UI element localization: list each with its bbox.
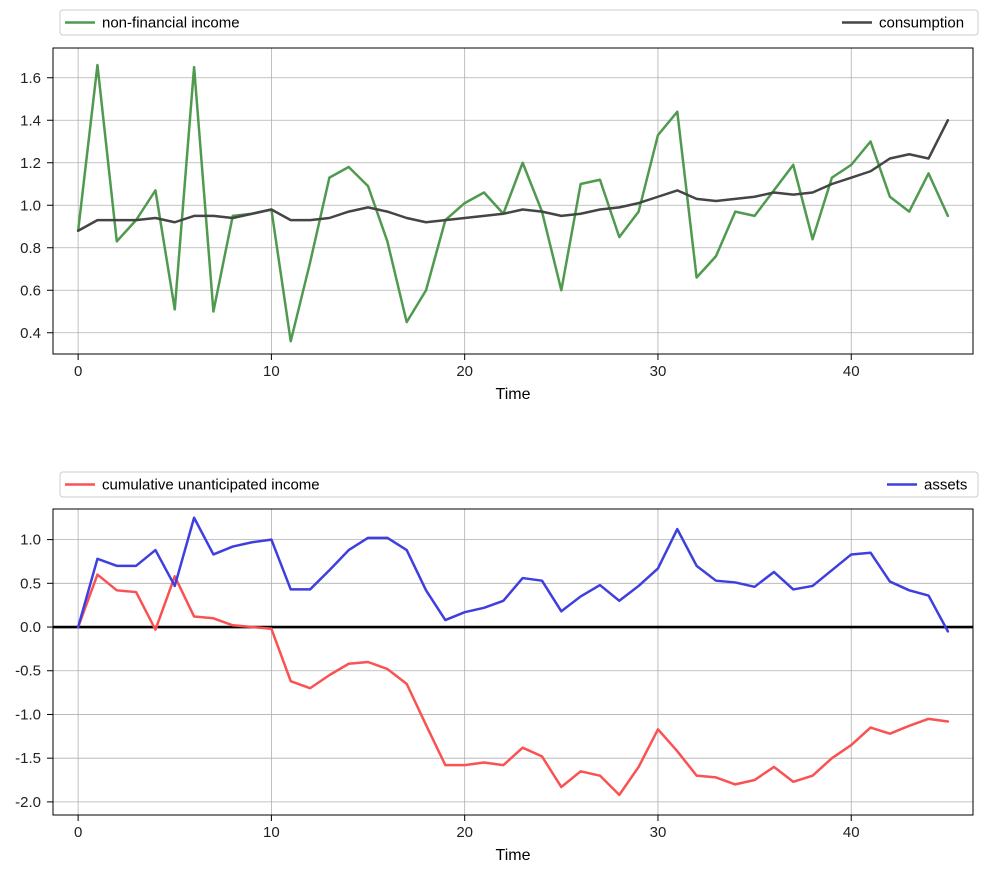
svg-text:-1.0: -1.0 [15,706,41,723]
svg-text:cumulative unanticipated incom: cumulative unanticipated income [102,477,320,494]
svg-text:10: 10 [263,363,280,380]
svg-text:30: 30 [650,363,667,380]
svg-text:20: 20 [456,824,473,841]
svg-text:0: 0 [74,363,82,380]
svg-text:20: 20 [456,363,473,380]
svg-text:-1.5: -1.5 [15,750,41,767]
svg-text:0: 0 [74,824,82,841]
svg-text:0.8: 0.8 [20,240,41,257]
svg-text:assets: assets [924,477,967,494]
svg-text:1.6: 1.6 [20,70,41,87]
svg-text:0.4: 0.4 [20,325,41,342]
svg-text:1.0: 1.0 [20,197,41,214]
svg-text:1.2: 1.2 [20,155,41,172]
svg-text:40: 40 [843,824,860,841]
svg-text:Time: Time [496,386,531,403]
svg-text:0.5: 0.5 [20,575,41,592]
svg-text:-0.5: -0.5 [15,663,41,680]
svg-text:1.0: 1.0 [20,532,41,549]
svg-text:-2.0: -2.0 [15,794,41,811]
svg-text:40: 40 [843,363,860,380]
svg-text:consumption: consumption [879,15,964,32]
svg-text:non-financial income: non-financial income [102,15,240,32]
svg-text:Time: Time [496,847,531,864]
svg-text:0.0: 0.0 [20,619,41,636]
svg-text:10: 10 [263,824,280,841]
svg-text:1.4: 1.4 [20,112,41,129]
svg-text:0.6: 0.6 [20,282,41,299]
svg-text:30: 30 [650,824,667,841]
